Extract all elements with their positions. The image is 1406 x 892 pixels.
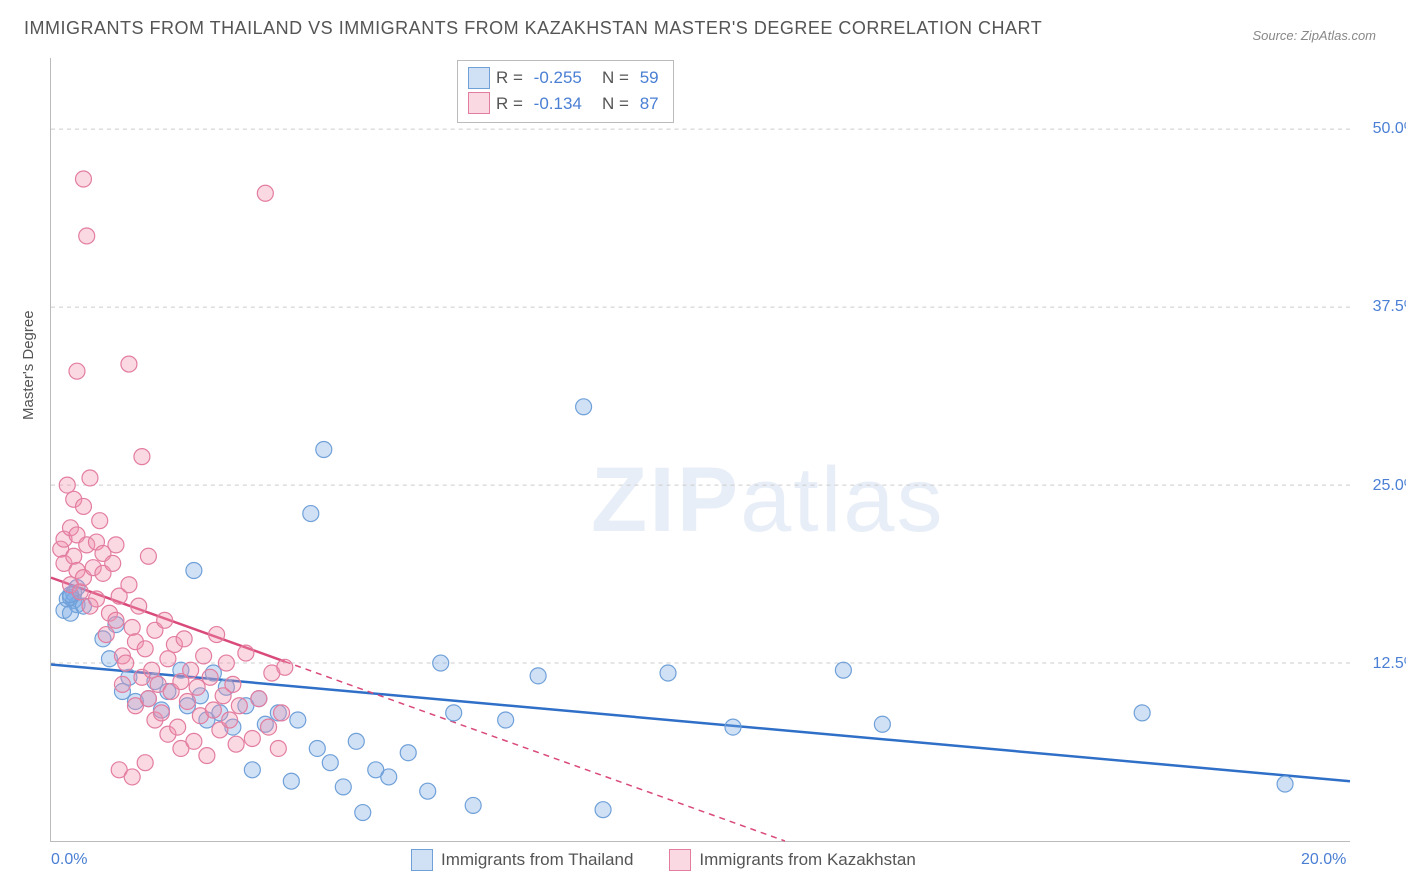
y-tick-label: 50.0% [1373, 120, 1406, 138]
correlation-legend: R = -0.255 N = 59R = -0.134 N = 87 [457, 60, 674, 123]
y-tick-label: 37.5% [1373, 298, 1406, 316]
y-tick-label: 25.0% [1373, 477, 1406, 495]
series-legend: Immigrants from Thailand Immigrants from … [411, 849, 916, 871]
y-tick-label: 12.5% [1373, 655, 1406, 673]
legend-row: R = -0.134 N = 87 [468, 91, 659, 117]
series-legend-item: Immigrants from Thailand [411, 849, 633, 871]
x-tick-label: 0.0% [51, 851, 87, 869]
chart-title: IMMIGRANTS FROM THAILAND VS IMMIGRANTS F… [24, 18, 1042, 39]
scatter-plot-svg [51, 58, 1350, 841]
series-legend-item: Immigrants from Kazakhstan [669, 849, 915, 871]
chart-plot-area: ZIPatlas R = -0.255 N = 59R = -0.134 N =… [50, 58, 1350, 842]
source-attribution: Source: ZipAtlas.com [1252, 28, 1376, 43]
x-tick-label: 20.0% [1301, 851, 1346, 869]
legend-row: R = -0.255 N = 59 [468, 65, 659, 91]
y-axis-title: Master's Degree [20, 310, 37, 420]
